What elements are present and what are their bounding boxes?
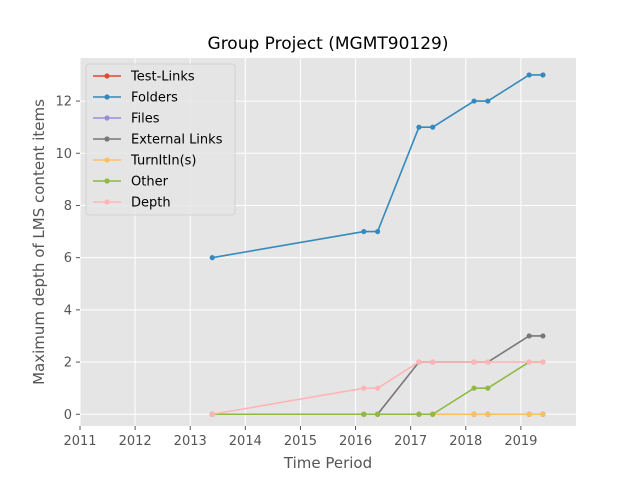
data-point-other (416, 411, 422, 417)
data-point-depth (540, 359, 546, 365)
legend-label: External Links (131, 133, 223, 148)
legend-marker (104, 157, 110, 163)
y-axis-ticks: 0 2 4 6 8 10 12 (55, 95, 80, 423)
data-point-other (375, 411, 381, 417)
legend-label: Test-Links (130, 70, 195, 85)
data-point-depth (361, 385, 367, 391)
legend-label: Depth (131, 196, 171, 211)
data-point-other (430, 411, 436, 417)
data-point-folders (416, 124, 422, 130)
legend-item-folders: Folders (93, 91, 178, 106)
x-axis-title: Time Period (283, 454, 372, 472)
data-point-turnitin-s (471, 411, 477, 417)
series-folders (209, 72, 546, 261)
data-point-folders (430, 124, 436, 130)
legend-item-test-links: Test-Links (93, 70, 195, 85)
y-tick-label: 2 (64, 356, 72, 371)
data-point-other (471, 385, 477, 391)
data-point-depth (471, 359, 477, 365)
data-point-folders (471, 98, 477, 104)
y-tick-label: 0 (64, 408, 72, 423)
data-point-depth (375, 385, 381, 391)
data-point-turnitin-s (526, 411, 532, 417)
data-point-folders (375, 228, 381, 235)
data-point-depth (430, 359, 436, 365)
legend-marker (104, 94, 110, 100)
legend-marker (104, 136, 110, 142)
x-tick-label: 2017 (394, 434, 427, 449)
data-point-external-links (526, 333, 532, 339)
data-point-depth (485, 359, 491, 365)
chart-title: Group Project (MGMT90129) (208, 34, 449, 54)
data-point-depth (416, 359, 422, 365)
x-tick-label: 2015 (284, 434, 317, 449)
legend-item-depth: Depth (93, 196, 171, 211)
legend-marker (104, 115, 110, 121)
data-point-folders (485, 98, 491, 104)
x-axis-ticks: 2011 2012 2013 2014 2015 2016 2017 2018 2019 (63, 426, 537, 449)
data-point-folders (209, 255, 215, 261)
series-lines (209, 72, 546, 417)
data-point-depth (209, 411, 215, 417)
x-tick-label: 2014 (229, 434, 262, 449)
y-tick-label: 4 (64, 303, 72, 318)
legend-item-external-links: External Links (93, 133, 223, 148)
data-point-depth (526, 359, 532, 365)
x-tick-label: 2012 (119, 434, 152, 449)
x-tick-label: 2016 (339, 434, 372, 449)
data-point-folders (361, 228, 367, 235)
y-tick-label: 6 (64, 251, 72, 266)
legend-marker (104, 199, 110, 205)
data-point-turnitin-s (485, 411, 491, 417)
series-other (209, 359, 546, 417)
legend: Test-Links Folders Files External Links Turn… (85, 63, 236, 216)
grid (79, 58, 576, 426)
x-tick-label: 2011 (63, 434, 96, 449)
data-point-turnitin-s (540, 411, 546, 417)
series-depth (209, 359, 546, 417)
y-tick-label: 8 (64, 199, 72, 214)
y-tick-label: 10 (55, 147, 72, 162)
legend-label: Other (131, 175, 169, 190)
x-tick-label: 2018 (449, 434, 482, 449)
legend-item-other: Other (93, 175, 169, 190)
legend-item-files: Files (93, 112, 160, 127)
legend-box (85, 63, 236, 216)
data-point-folders (540, 72, 546, 78)
x-tick-label: 2019 (504, 434, 537, 449)
legend-label: Folders (131, 91, 178, 106)
data-point-other (485, 385, 491, 391)
legend-label: TurnItIn(s) (130, 154, 196, 169)
legend-item-turnitin-s: TurnItIn(s) (93, 154, 196, 169)
y-tick-label: 12 (55, 95, 72, 110)
y-axis-title: Maximum depth of LMS content items (30, 99, 48, 385)
x-tick-label: 2013 (174, 434, 207, 449)
data-point-other (361, 411, 367, 417)
data-point-folders (526, 72, 532, 78)
legend-label: Files (131, 112, 160, 127)
data-point-external-links (540, 333, 546, 339)
legend-marker (104, 178, 110, 184)
legend-marker (104, 73, 110, 79)
